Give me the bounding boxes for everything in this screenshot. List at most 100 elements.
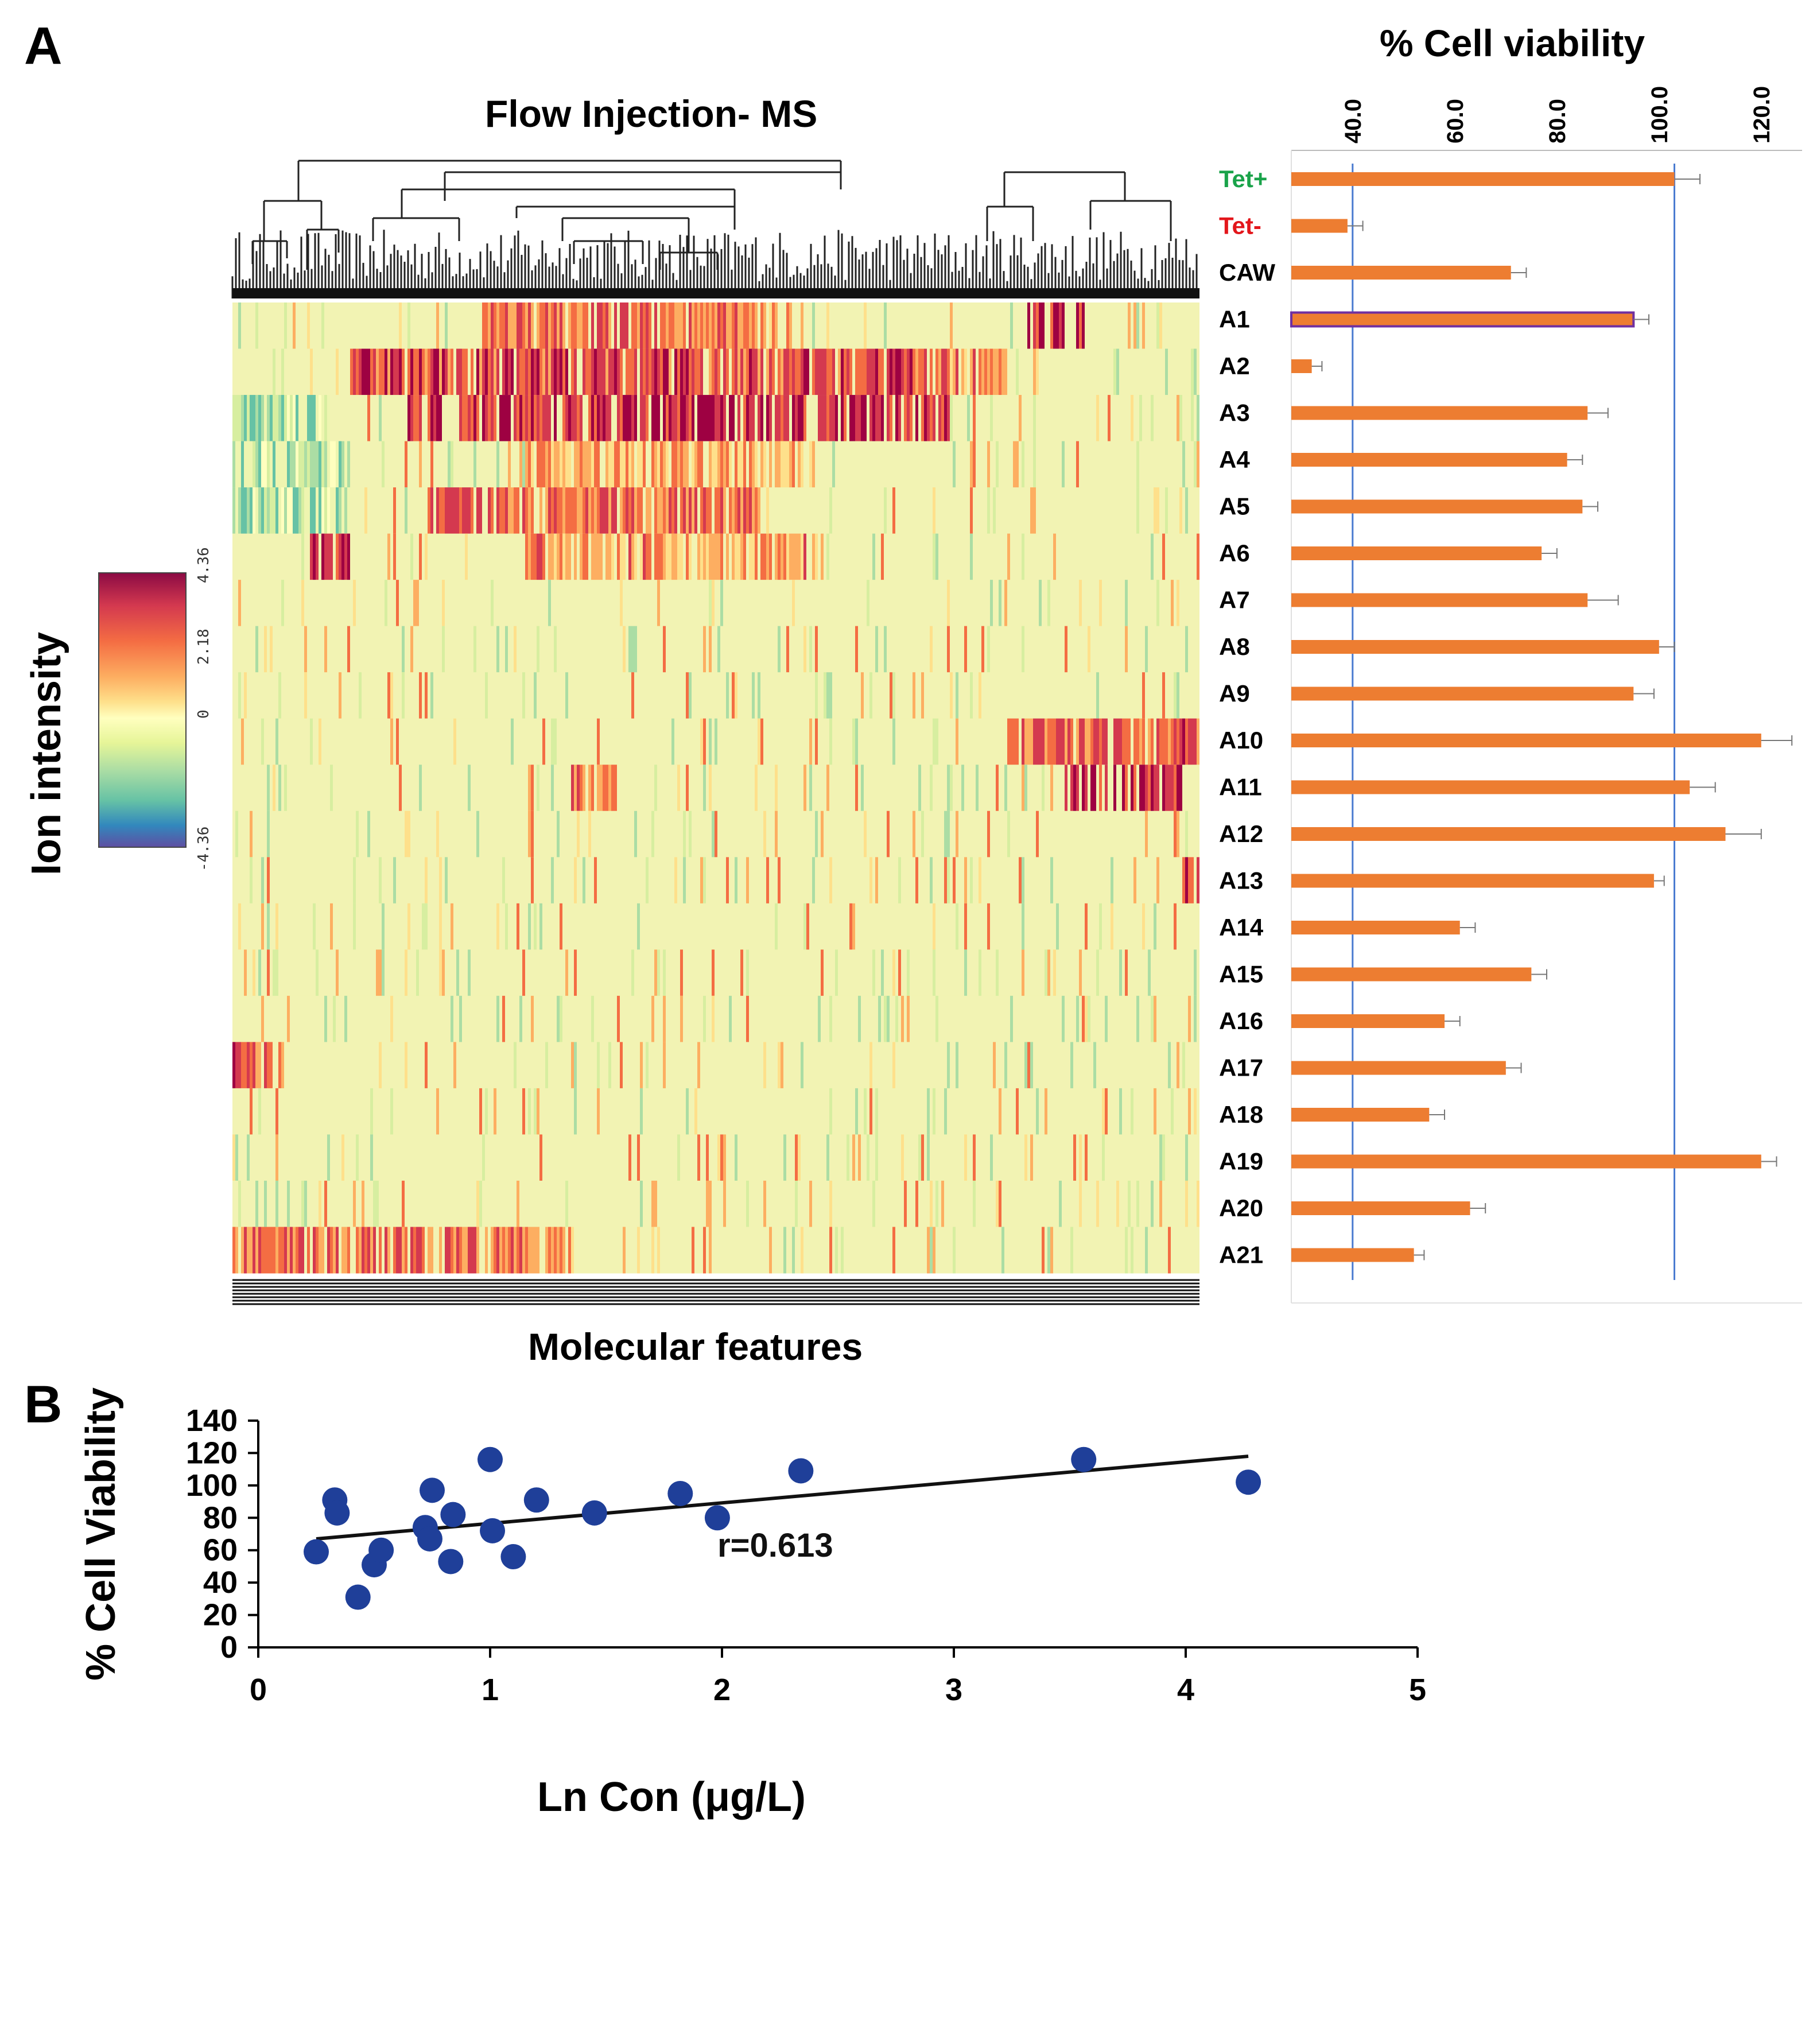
bar-a3 [1291, 406, 1588, 420]
bar-category-label: A15 [1219, 961, 1263, 988]
dendrogram [231, 160, 1199, 298]
bar-a7 [1291, 593, 1588, 607]
bar-tet- [1291, 219, 1348, 233]
scatter-x-tick-label: 5 [1409, 1673, 1426, 1707]
bar-category-label: A6 [1219, 540, 1250, 567]
scatter-y-tick-label: 140 [186, 1403, 238, 1438]
scatter-point [788, 1458, 814, 1484]
bar-category-label: A20 [1219, 1194, 1263, 1221]
scatter-y-tick-label: 80 [203, 1500, 238, 1535]
bar-x-tick-label: 120.0 [1749, 86, 1775, 143]
bar-category-label: A5 [1219, 493, 1250, 520]
scatter-y-tick-label: 0 [220, 1630, 238, 1665]
colorbar-gradient [98, 572, 187, 848]
scatter-x-tick-label: 3 [945, 1673, 962, 1707]
colorbar-tick-zero: 0 [195, 709, 212, 719]
bar-a5 [1291, 499, 1583, 514]
bar-a14 [1291, 921, 1460, 934]
scatter-x-tick-label: 2 [713, 1673, 731, 1707]
bar-category-label: Tet+ [1219, 165, 1267, 192]
bar-category-label: Tet- [1219, 212, 1261, 239]
heatmap-figure [98, 160, 1199, 1305]
bar-category-label: A18 [1219, 1101, 1263, 1128]
bar-a19 [1291, 1154, 1761, 1169]
bar-category-label: A2 [1219, 352, 1250, 379]
bar-a6 [1291, 546, 1542, 560]
bar-x-tick-label: 100.0 [1647, 86, 1672, 143]
bar-a17 [1291, 1061, 1506, 1075]
bar-category-label: A14 [1219, 914, 1264, 941]
heatmap-xlabel: Molecular features [528, 1325, 863, 1368]
bar-a16 [1291, 1014, 1445, 1028]
bar-category-label: A7 [1219, 587, 1250, 614]
scatter-point [368, 1537, 394, 1563]
colorbar-tick-mid: 2.18 [195, 629, 212, 665]
heatmap-footer-lines [232, 1279, 1199, 1305]
bar-a2 [1291, 359, 1312, 373]
bar-category-label: A9 [1219, 680, 1250, 707]
scatter-point [440, 1502, 466, 1527]
bar-category-label: A13 [1219, 867, 1263, 894]
bar-category-label: A19 [1219, 1148, 1263, 1175]
scatter-point [500, 1544, 526, 1569]
bar-a18 [1291, 1108, 1430, 1122]
scatter-y-tick-label: 40 [203, 1565, 238, 1600]
bar-caw [1291, 266, 1511, 280]
bar-category-label: A3 [1219, 400, 1250, 426]
scatter-correlation-annotation: r=0.613 [717, 1527, 833, 1564]
bar-chart-title: % Cell viability [1380, 22, 1645, 64]
scatter-point [345, 1584, 371, 1610]
scatter-point [420, 1477, 445, 1503]
bar-category-label: A11 [1219, 774, 1262, 801]
bar-category-label: A21 [1219, 1242, 1263, 1269]
bar-category-label: CAW [1219, 259, 1275, 286]
bar-category-label: A12 [1219, 820, 1263, 847]
bar-a13 [1291, 874, 1654, 888]
scatter-x-tick-label: 1 [482, 1673, 499, 1707]
scatter-y-tick-label: 100 [186, 1468, 238, 1503]
scatter-point [523, 1487, 549, 1513]
scatter-point [304, 1539, 329, 1565]
scatter-point [477, 1446, 503, 1472]
bar-category-label: A17 [1219, 1054, 1263, 1081]
bar-category-label: A1 [1219, 306, 1250, 333]
scatter-y-tick-label: 20 [203, 1598, 238, 1632]
scatter-y-label: % Cell Viability [78, 1387, 124, 1681]
scatter-x-tick-label: 0 [250, 1673, 267, 1707]
panel-b-label: B [24, 1375, 63, 1434]
bar-a21 [1291, 1248, 1414, 1262]
bar-a9 [1291, 686, 1634, 701]
bar-a4 [1291, 453, 1567, 467]
bar-x-tick-label: 80.0 [1545, 99, 1570, 143]
bar-a15 [1291, 967, 1532, 982]
scatter-point [581, 1500, 607, 1526]
scatter-y-tick-label: 120 [186, 1436, 238, 1470]
bar-a8 [1291, 640, 1659, 654]
cell-viability-bar-chart: % Cell viability 40.0 60.0 80.0 100.0 120.0 Te… [1219, 22, 1802, 1304]
scatter-point [324, 1500, 350, 1526]
colorbar [98, 572, 187, 848]
bar-a12 [1291, 827, 1726, 841]
colorbar-tick-max: 4.36 [195, 547, 212, 583]
panel-a-label: A [24, 17, 63, 75]
bar-category-label: A16 [1219, 1007, 1263, 1034]
bar-category-label: A10 [1219, 727, 1263, 754]
scatter-point [1071, 1446, 1097, 1472]
heatmap-cells [232, 302, 1199, 1274]
colorbar-tick-min: -4.36 [195, 826, 212, 871]
bar-a1 [1290, 311, 1635, 328]
bar-x-tick-label: 40.0 [1341, 99, 1366, 143]
scatter-point [417, 1526, 442, 1552]
scatter-point [480, 1518, 506, 1543]
bar-category-label: A8 [1219, 633, 1250, 660]
bar-a11 [1291, 780, 1690, 794]
bar-x-tick-label: 60.0 [1443, 99, 1468, 143]
scatter-point [704, 1505, 730, 1531]
bar-tet- [1291, 172, 1675, 186]
bar-category-label: A4 [1219, 446, 1250, 473]
scatter-point [667, 1480, 693, 1506]
scatter-y-tick-label: 60 [203, 1533, 238, 1568]
heatmap-title: Flow Injection- MS [485, 92, 818, 135]
scatter-point [438, 1549, 464, 1574]
